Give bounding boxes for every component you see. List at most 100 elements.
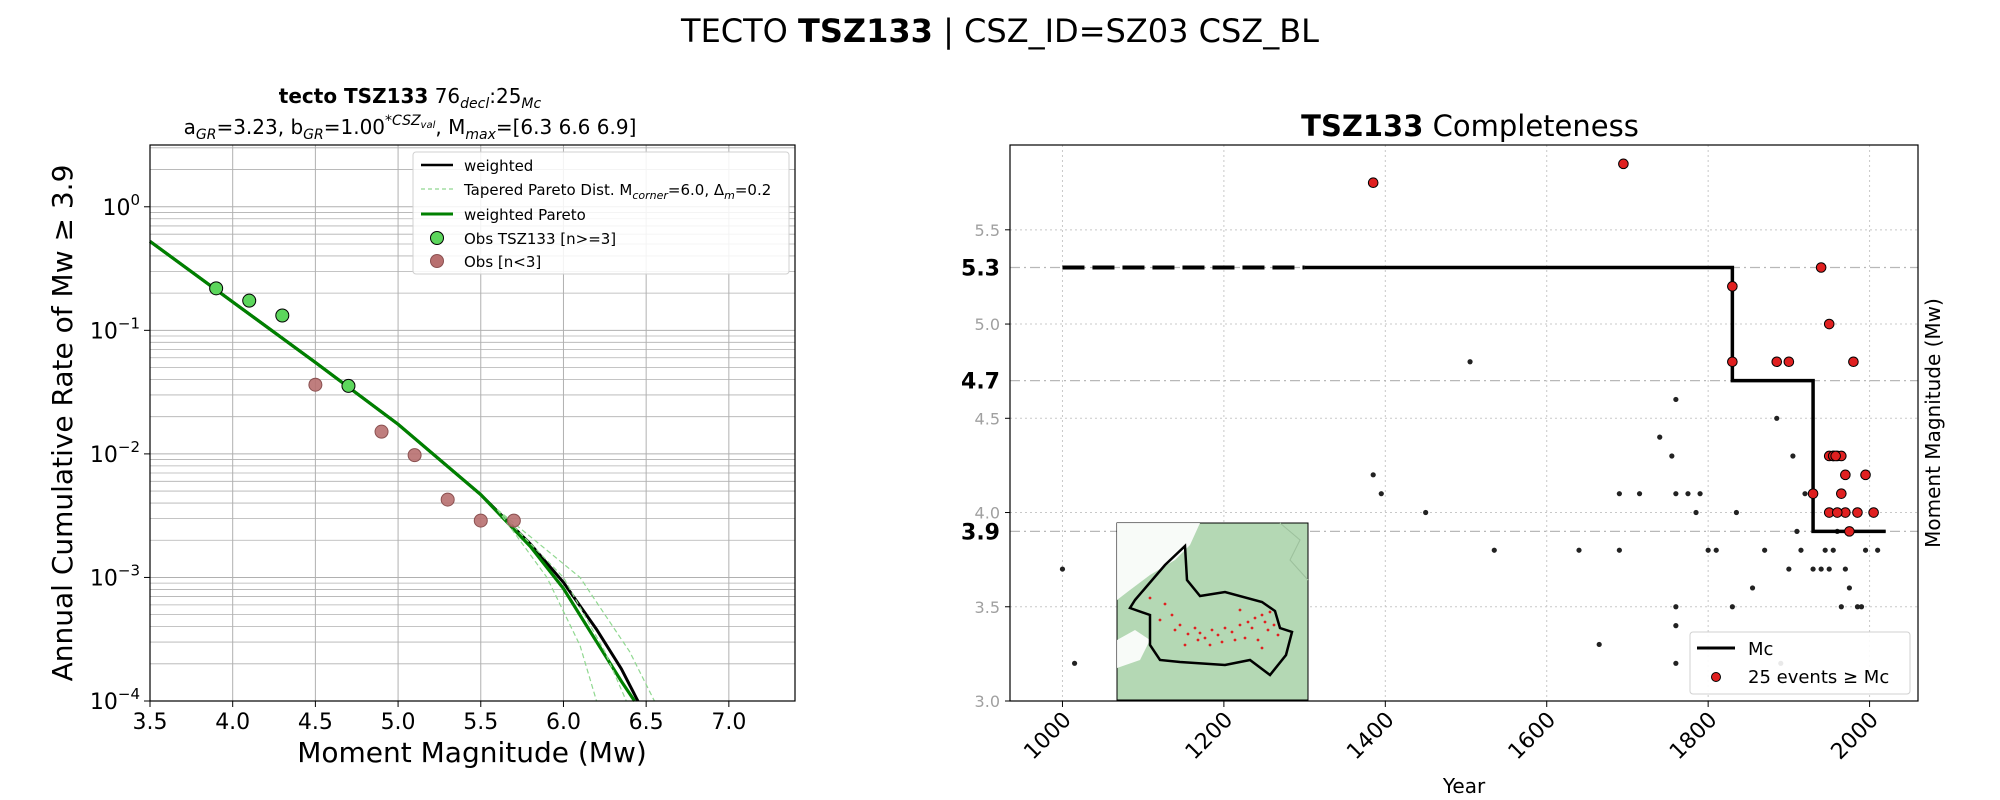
figure-title: TECTO TSZ133 | CSZ_ID=SZ03 CSZ_BL	[680, 12, 1319, 50]
series-tapered-pareto-line	[496, 509, 627, 702]
small-event-point	[1705, 547, 1711, 553]
inset-epicenter-dot	[1272, 623, 1276, 627]
small-event-point	[1596, 641, 1602, 648]
small-event-point	[1576, 547, 1582, 553]
inset-epicenter-dot	[1233, 638, 1237, 642]
recurrence-y-tick-label: 10−2	[90, 438, 140, 468]
recurrence-y-tick-label: 10−3	[90, 561, 140, 591]
completeness-y-tick-label: 3.0	[975, 692, 1000, 711]
event-above-mc-point	[1771, 356, 1783, 368]
inset-epicenter-dot	[1183, 643, 1187, 647]
small-event-point	[1378, 491, 1384, 497]
inset-epicenter-dot	[1263, 620, 1267, 624]
obs-green-point	[242, 293, 257, 308]
recurrence-y-tick-label: 10−1	[90, 314, 140, 344]
event-above-mc-point	[1844, 526, 1855, 537]
series-weighted-line	[149, 240, 640, 702]
legend-label-obs-brown: Obs [n<3]	[464, 253, 541, 271]
completeness-x-tick-label: 1800	[1665, 708, 1722, 765]
legend-label-events: 25 events ≥ Mc	[1748, 667, 1889, 688]
small-event-point	[1673, 491, 1679, 497]
inset-epicenter-dot	[1276, 633, 1280, 637]
small-event-point	[1790, 453, 1796, 459]
small-event-point	[1071, 660, 1078, 666]
small-event-point	[1423, 509, 1429, 516]
small-event-point	[1616, 491, 1622, 497]
completeness-panel: TSZ133 Completeness 1000 1200 1400 1600 1800…	[961, 109, 1945, 798]
small-event-point	[1713, 547, 1719, 553]
inset-epicenter-dot	[1170, 613, 1174, 617]
event-above-mc-point	[1840, 469, 1851, 481]
recurrence-x-tick-label: 4.0	[215, 710, 250, 735]
legend-marker-obs-green	[430, 231, 444, 245]
completeness-axes-frame	[1009, 144, 1919, 702]
obs-green-point	[341, 378, 356, 393]
completeness-y-tick-label: 3.5	[975, 598, 1000, 617]
recurrence-x-tick-label: 3.5	[133, 710, 168, 735]
completeness-plot-area	[1059, 158, 1886, 666]
inset-map-zone-outline	[1128, 543, 1294, 677]
completeness-x-tick-label: 2000	[1827, 708, 1884, 765]
small-event-point	[1838, 604, 1844, 610]
small-event-point	[1636, 491, 1643, 497]
recurrence-x-tick-label: 7.0	[711, 710, 746, 735]
completeness-x-tick-label: 1200	[1181, 708, 1238, 765]
inset-epicenter-dot	[1238, 623, 1242, 627]
small-event-point	[1685, 491, 1691, 497]
inset-epicenter-dot	[1186, 632, 1190, 636]
small-event-point	[1673, 396, 1679, 403]
inset-epicenter-dot	[1260, 646, 1264, 650]
inset-epicenter-dot	[1220, 640, 1224, 644]
small-event-point	[1729, 604, 1735, 610]
event-above-mc-point	[1860, 469, 1871, 481]
series-weighted-pareto-line	[149, 240, 636, 702]
small-event-point	[1774, 415, 1780, 421]
recurrence-x-axis-label: Moment Magnitude (Mw)	[297, 736, 647, 769]
recurrence-legend: weighted Tapered Pareto Dist. Mcorner=6.…	[412, 151, 790, 275]
legend-label-obs-green: Obs TSZ133 [n>=3]	[464, 230, 616, 248]
small-event-point	[1802, 491, 1808, 497]
small-event-point	[1616, 547, 1622, 553]
inset-epicenter-dot	[1253, 616, 1257, 620]
event-above-mc-point	[1830, 450, 1841, 462]
small-event-point	[1846, 585, 1852, 591]
inset-epicenter-dot	[1193, 626, 1197, 630]
obs-brown-point	[440, 492, 455, 507]
legend-marker-obs-brown	[430, 254, 444, 268]
event-above-mc-point	[1618, 158, 1629, 170]
inset-epicenter-dot	[1203, 636, 1207, 640]
small-event-point	[1657, 434, 1663, 440]
legend-label-mc: Mc	[1748, 639, 1773, 660]
series-tapered-pareto-line	[496, 509, 598, 702]
event-above-mc-point	[1727, 356, 1738, 368]
inset-epicenter-dot	[1148, 596, 1152, 600]
completeness-legend: Mc 25 events ≥ Mc	[1689, 631, 1911, 695]
obs-green-point	[209, 281, 224, 296]
completeness-y-tick-label-major: 5.3	[961, 257, 1000, 282]
small-event-point	[1467, 359, 1473, 365]
recurrence-x-tick-label: 4.5	[298, 710, 333, 735]
recurrence-subtitle: aGR=3.23, bGR=1.00*CSZval, Mmax=[6.3 6.6…	[184, 113, 637, 143]
event-above-mc-point	[1727, 281, 1738, 292]
small-event-point	[1830, 547, 1836, 553]
event-above-mc-point	[1823, 318, 1835, 330]
obs-brown-point	[374, 424, 389, 439]
inset-epicenter-dot	[1196, 638, 1200, 642]
event-above-mc-point	[1868, 507, 1879, 518]
small-event-point	[1858, 604, 1865, 610]
small-event-point	[1762, 547, 1768, 553]
inset-map-border	[1279, 522, 1309, 581]
event-above-mc-point	[1852, 507, 1863, 518]
event-above-mc-point	[1831, 507, 1843, 518]
small-event-point	[1697, 491, 1703, 497]
small-event-point	[1822, 547, 1828, 553]
inset-epicenter-dot	[1216, 633, 1220, 637]
recurrence-plot-area	[149, 240, 655, 702]
event-above-mc-point	[1367, 177, 1379, 188]
inset-epicenter-dot	[1256, 638, 1260, 642]
completeness-y-tick-label-major: 3.9	[961, 520, 1000, 545]
recurrence-panel: tecto TSZ133 76decl:25Mc aGR=3.23, bGR=1…	[46, 84, 796, 769]
small-event-point	[1875, 547, 1881, 553]
completeness-y-tick-label-major: 4.7	[961, 370, 1000, 395]
